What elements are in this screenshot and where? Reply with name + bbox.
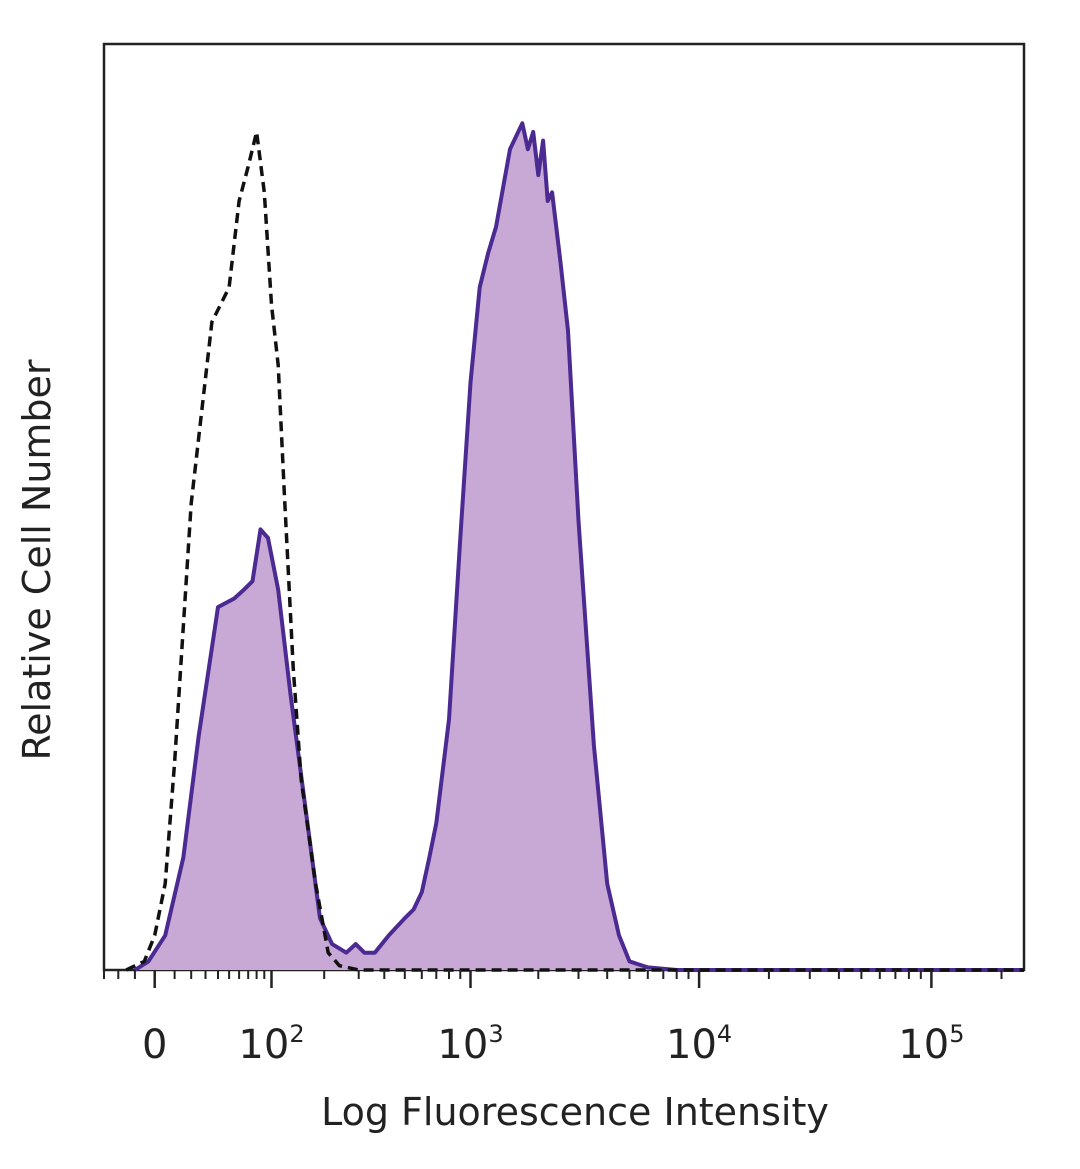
x-tick-label: 105 (898, 1020, 964, 1068)
x-tick-label: 0 (142, 1022, 167, 1068)
series-layer (125, 121, 1024, 972)
x-minor-ticks (103, 970, 1003, 979)
y-axis-title: Relative Cell Number (15, 359, 59, 760)
x-tick-label: 102 (238, 1020, 304, 1068)
x-axis-title: Log Fluorescence Intensity (321, 1090, 829, 1134)
series-0-line (133, 121, 1024, 972)
x-tick-label: 104 (666, 1020, 732, 1068)
x-major-ticks (153, 970, 933, 988)
x-tick-labels: 0 102 103 104 105 (142, 1020, 965, 1068)
x-tick-label: 103 (437, 1020, 503, 1068)
